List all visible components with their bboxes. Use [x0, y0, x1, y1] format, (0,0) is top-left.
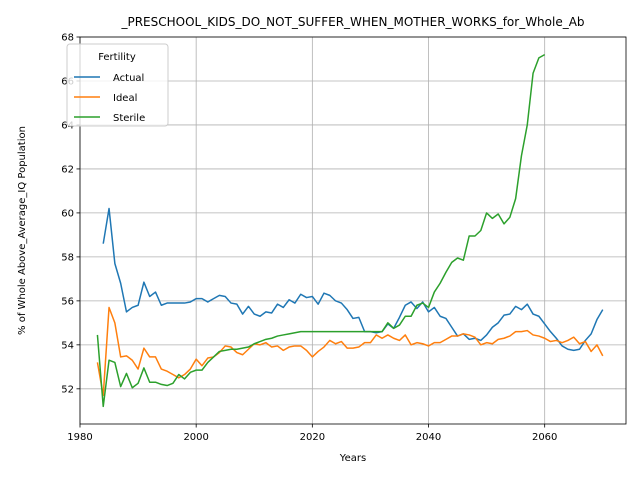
legend-box: [66, 43, 169, 127]
legend-label-sterile: Sterile: [113, 113, 145, 124]
y-tick-label: 56: [61, 296, 74, 307]
chart-title: _PRESCHOOL_KIDS_DO_NOT_SUFFER_WHEN_MOTHE…: [120, 15, 584, 29]
legend-label-actual: Actual: [113, 73, 144, 84]
y-tick-label: 54: [61, 340, 74, 351]
series-lines: [96, 53, 604, 408]
y-tick-label: 58: [61, 252, 74, 263]
y-axis-label: % of Whole Above_Average_IQ Population: [17, 126, 28, 335]
x-tick-label: 2040: [416, 432, 441, 443]
y-tick-label: 60: [61, 208, 74, 219]
x-tick-label: 2000: [183, 432, 208, 443]
x-axis-label: Years: [339, 453, 366, 464]
legend-entries: Actual Ideal Sterile: [74, 73, 145, 124]
x-tick-label: 2020: [300, 432, 325, 443]
series-line-actual: [102, 207, 604, 352]
legend-title: Fertility: [98, 52, 136, 63]
y-tick-label: 64: [61, 120, 74, 131]
plot-frame: [79, 36, 627, 425]
legend: Fertility Actual Ideal Sterile: [66, 43, 169, 127]
x-tick-label: 1980: [67, 432, 92, 443]
y-tick-label: 62: [61, 164, 74, 175]
y-tick-label: 68: [61, 33, 74, 44]
y-tick-label: 52: [61, 384, 74, 395]
x-axis-ticks: 1980 2000 2020 2040 2060: [67, 424, 557, 443]
x-tick-label: 2060: [532, 432, 557, 443]
legend-label-ideal: Ideal: [113, 93, 137, 104]
series-line-sterile: [96, 53, 546, 408]
